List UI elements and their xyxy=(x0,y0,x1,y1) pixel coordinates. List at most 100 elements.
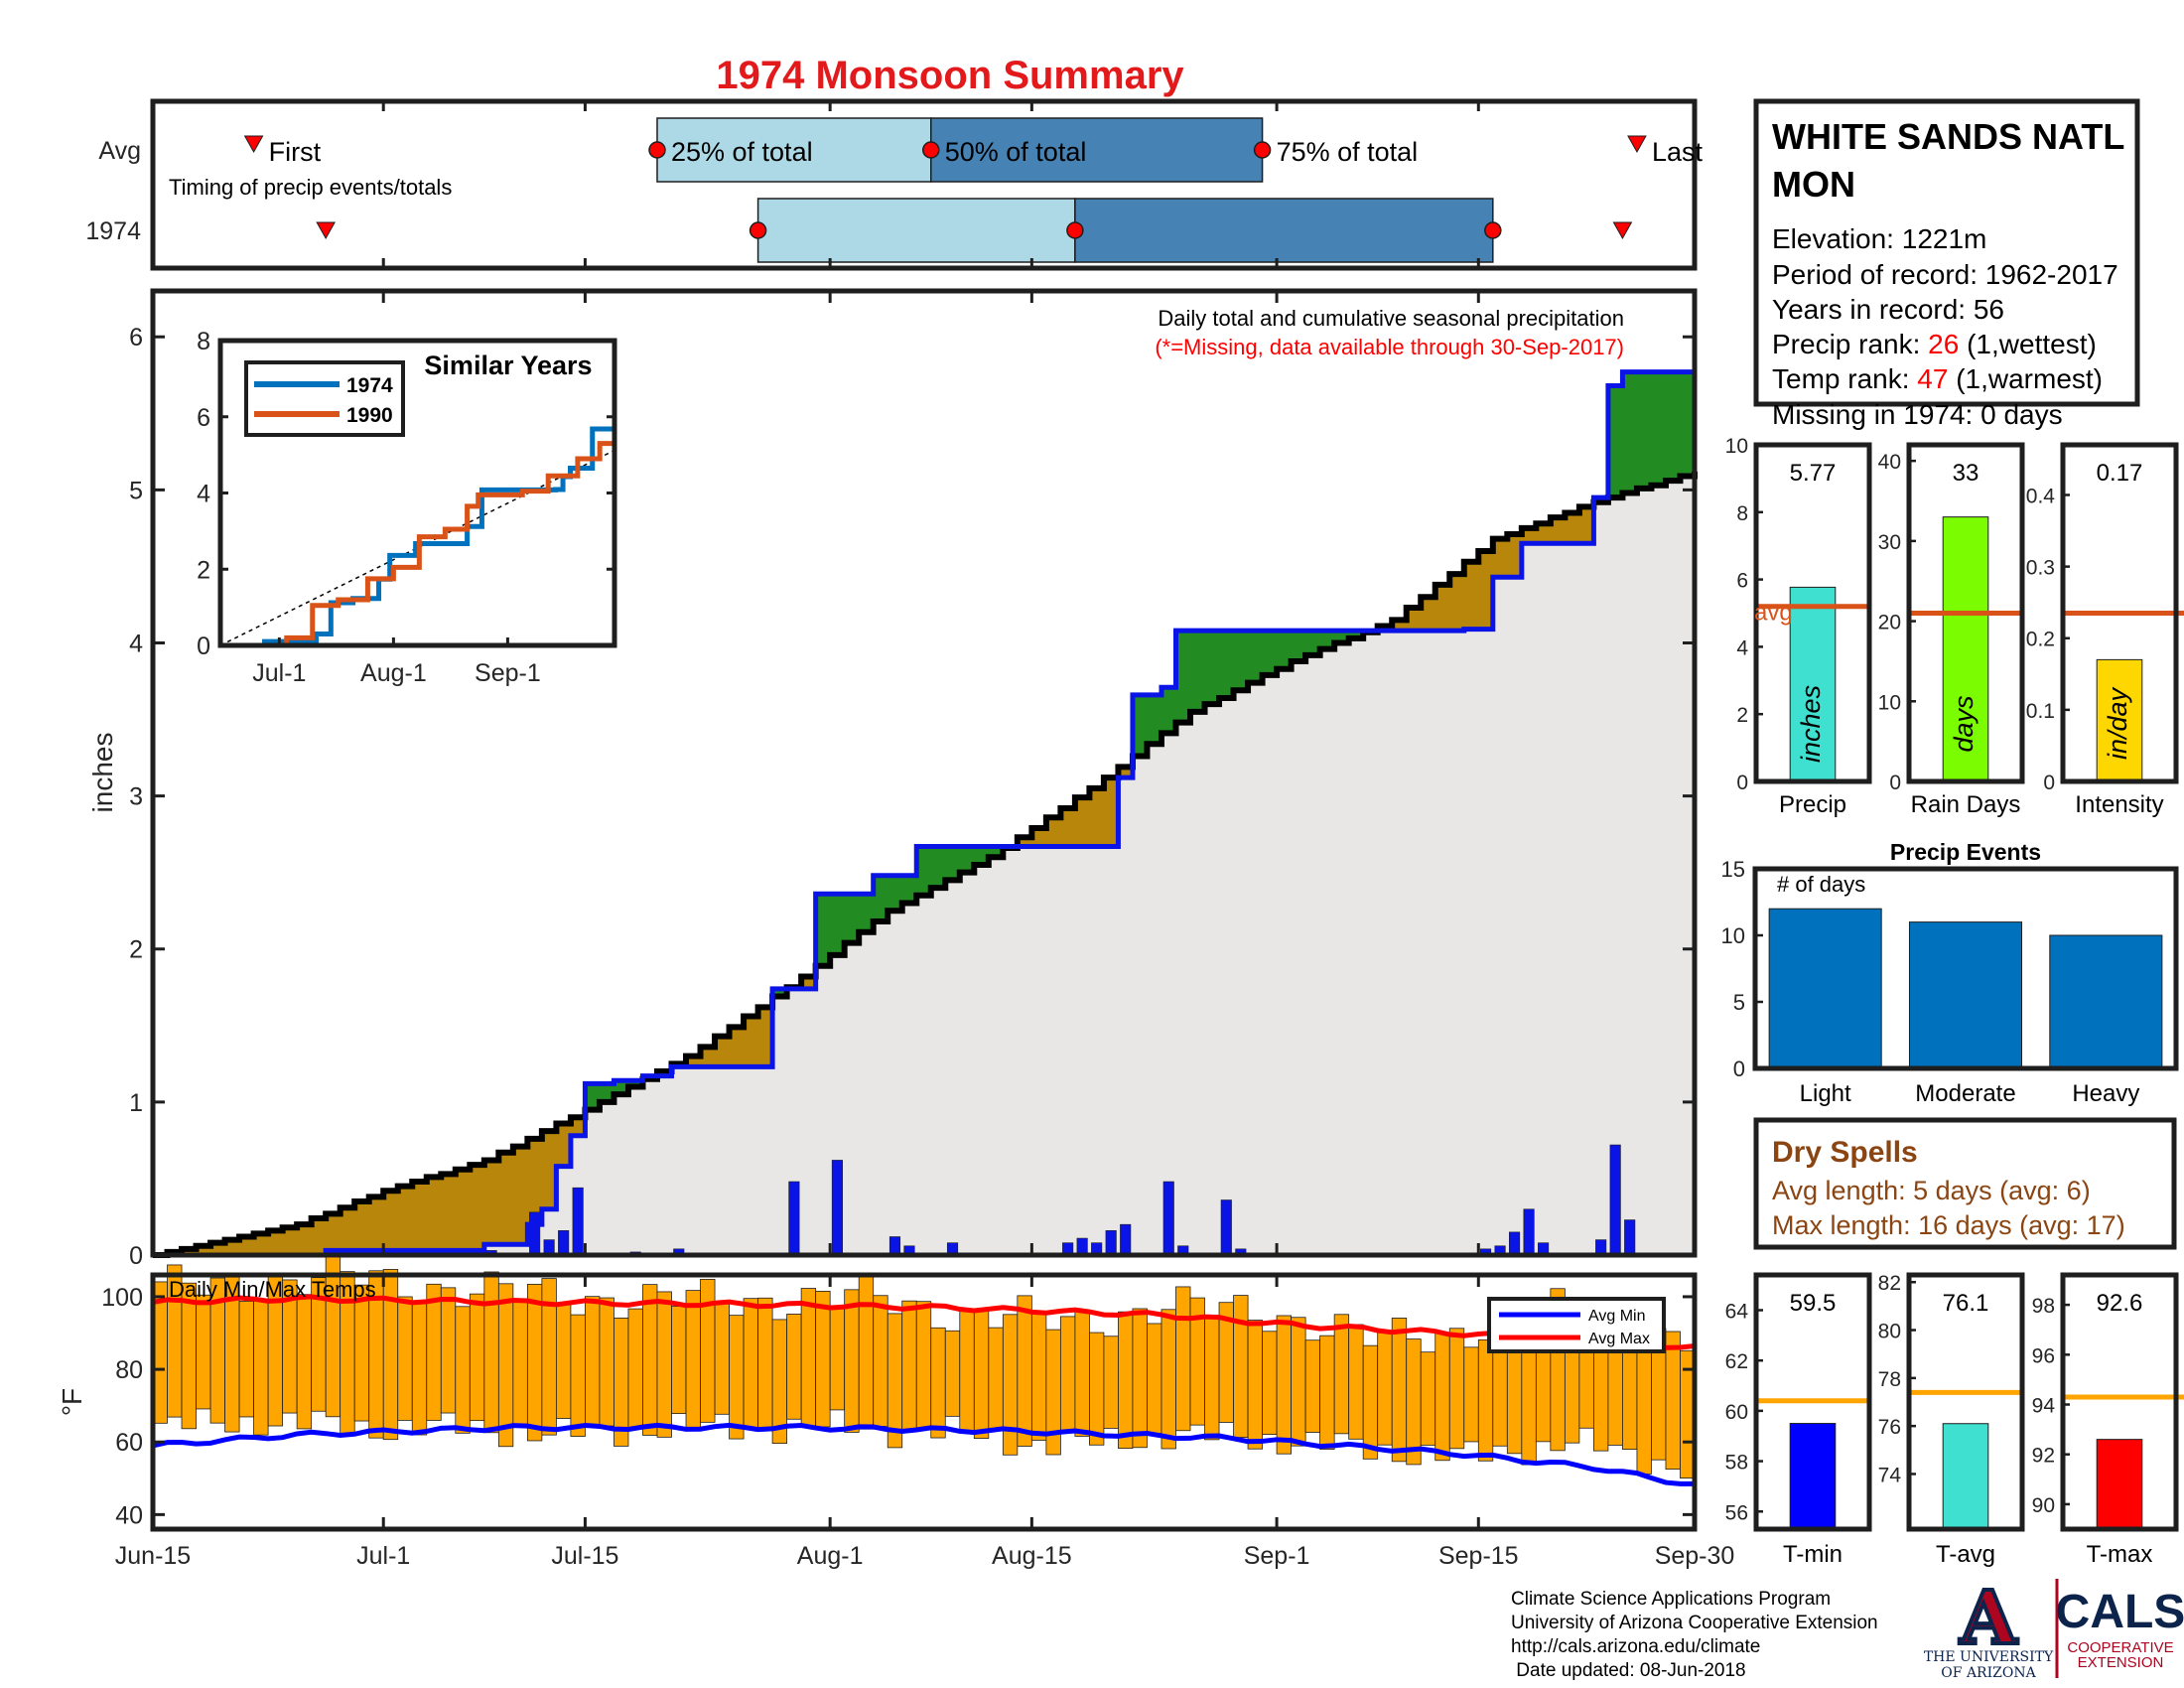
temp-range-bar xyxy=(497,1283,514,1448)
temp-range-bar xyxy=(815,1290,831,1428)
precip-rank-value: 26 xyxy=(1928,329,1959,359)
temp-range-bar xyxy=(1636,1348,1652,1475)
surplus-area xyxy=(1348,631,1364,638)
deficit-area xyxy=(729,1027,745,1067)
surplus-area xyxy=(1175,631,1191,723)
events-ytick-label: 15 xyxy=(1721,857,1745,882)
main-frame xyxy=(150,288,1698,1258)
similar-years-inset: 0 2 4 6 8 Jul-1 Aug-1 Sep-1 Similar Years 1974 … xyxy=(197,328,617,687)
daily-precip-bar xyxy=(558,1230,570,1256)
xtick-label: Jul-15 xyxy=(551,1542,618,1570)
surplus-area xyxy=(988,846,1004,858)
daily-precip-bar xyxy=(1509,1231,1521,1256)
deficit-area xyxy=(196,1245,211,1255)
deficit-area xyxy=(1578,506,1595,544)
deficit-area xyxy=(368,1196,384,1251)
dry-spells-title: Dry Spells xyxy=(1772,1136,1918,1169)
deficit-area xyxy=(441,1174,457,1251)
main-plot-area xyxy=(153,369,1698,1258)
first-label: First xyxy=(269,137,322,167)
deficit-area xyxy=(570,1117,587,1136)
tstat-ytick-label: 76 xyxy=(1878,1416,1901,1439)
stat-bar-1 xyxy=(1942,516,1989,782)
main-y-ticks: 0 1 2 3 4 5 6 xyxy=(129,291,1697,1270)
precip-events-chart: Precip Events Light Moderate Heavy 0 5 10 15 #… xyxy=(1721,839,2179,1107)
stat-ytick-label: 4 xyxy=(1736,636,1748,659)
station-name-line1: WHITE SANDS NATL xyxy=(1772,116,2124,157)
timing-box-25-50-year xyxy=(756,198,1076,263)
q25-label: 25% of total xyxy=(671,137,813,167)
station-precip-rank: Precip rank: 26 (1,wettest) xyxy=(1772,329,2097,359)
tstat-label-0: T-min xyxy=(1783,1541,1843,1568)
temp-range-bar xyxy=(671,1306,687,1415)
deficit-area xyxy=(1017,837,1032,847)
temp-range-bar xyxy=(555,1304,572,1419)
temp-range-bar xyxy=(959,1309,975,1434)
temp-range-bar xyxy=(1103,1336,1119,1429)
stat-bar-text-2: in/day xyxy=(2103,686,2132,760)
ua-logo: A THE UNIVERSITY OF ARIZONA xyxy=(1924,1574,2054,1681)
stat-ytick-label: 2 xyxy=(1736,704,1748,727)
temp-range-bar xyxy=(930,1327,946,1439)
deficit-area xyxy=(1118,767,1134,778)
temp-range-bar xyxy=(397,1296,413,1421)
deficit-area xyxy=(239,1236,255,1255)
temp-range-bar xyxy=(743,1298,758,1429)
event-bar-light xyxy=(1768,908,1882,1069)
deficit-area xyxy=(556,1123,572,1167)
temp-range-bar xyxy=(1147,1323,1162,1434)
temp-range-bar xyxy=(1406,1338,1422,1466)
temps-ytick-label: 80 xyxy=(115,1356,143,1384)
daily-precip-bar xyxy=(1120,1223,1132,1256)
main-ylabel: inches xyxy=(87,733,118,813)
temp-range-bar xyxy=(800,1288,817,1427)
footer-line2: University of Arizona Cooperative Extens… xyxy=(1511,1613,1878,1633)
temp-range-bar xyxy=(1304,1339,1321,1433)
inset-frame xyxy=(217,338,617,648)
surplus-area xyxy=(1204,631,1220,705)
station-years: Years in record: 56 xyxy=(1772,294,2004,325)
tstat-bar-1 xyxy=(1942,1423,1989,1530)
legend-label-avg-min: Avg Min xyxy=(1588,1308,1646,1325)
deficit-area xyxy=(1103,777,1120,847)
events-title: Precip Events xyxy=(1890,839,2041,865)
main-ytick-label: 3 xyxy=(129,783,143,811)
surplus-area xyxy=(1160,687,1177,734)
deficit-area xyxy=(1565,512,1580,544)
inset-series-line-1990 xyxy=(220,416,617,648)
surplus-area xyxy=(1334,631,1350,643)
footer: Climate Science Applications Program Uni… xyxy=(1511,1589,1878,1681)
temp-range-bar xyxy=(181,1282,197,1430)
deficit-area xyxy=(1074,797,1091,847)
temp-range-bar xyxy=(1002,1314,1019,1456)
surplus-area xyxy=(815,894,831,966)
surplus-area xyxy=(585,1083,601,1110)
timing-boxes xyxy=(151,101,1697,268)
temps-ytick-label: 40 xyxy=(115,1501,143,1529)
temp-range-bar xyxy=(1319,1335,1335,1450)
inset-ytick-label: 6 xyxy=(197,404,210,432)
deficit-area xyxy=(498,1152,514,1245)
daily-precip-bar xyxy=(831,1160,843,1256)
temp-range-bar xyxy=(585,1296,601,1426)
temp-range-bar xyxy=(1377,1331,1393,1446)
surplus-area xyxy=(1147,694,1162,745)
deficit-area xyxy=(1463,561,1479,630)
events-ytick-label: 5 xyxy=(1733,990,1745,1015)
tstat-ytick-label: 96 xyxy=(2032,1344,2055,1367)
daily-temps-chart: 40 60 80 100 Jun-15 Jul-1 Jul-15 Aug-1 Aug-15 Sep… xyxy=(57,1256,1734,1570)
tstat-ytick-label: 64 xyxy=(1725,1300,1749,1323)
deficit-area xyxy=(354,1201,370,1251)
temp-range-bar xyxy=(253,1300,269,1436)
events-ylabel: # of days xyxy=(1777,872,1865,897)
surplus-area xyxy=(1248,631,1264,683)
daily-precip-bar xyxy=(572,1187,584,1256)
deficit-area xyxy=(1449,574,1465,632)
timing-quartile-marker-year-2 xyxy=(1484,221,1502,239)
stat-ytick-label: 0.1 xyxy=(2026,700,2055,723)
timing-quartile-marker-avg-0 xyxy=(648,141,666,159)
tstat-ytick-label: 92 xyxy=(2032,1445,2055,1468)
surplus-area xyxy=(1190,631,1206,712)
temp-range-bar xyxy=(757,1297,773,1432)
dry-spells-box: Dry Spells Avg length: 5 days (avg: 6) M… xyxy=(1753,1117,2177,1250)
